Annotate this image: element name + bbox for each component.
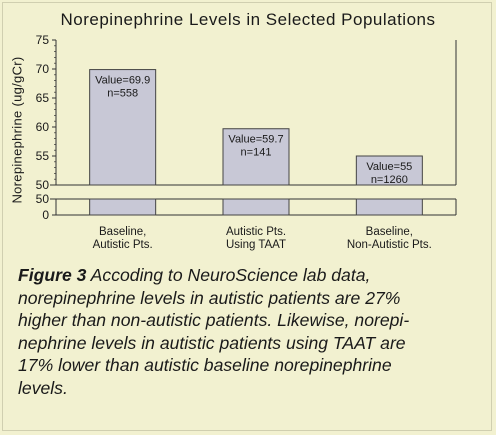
bar-lower-segment — [89, 198, 157, 216]
data-label-n: n=558 — [107, 88, 138, 100]
bar — [222, 128, 290, 186]
caption-line: higher than non-autistic patients. Likew… — [18, 310, 410, 330]
caption-line: 17% lower than autistic baseline norepin… — [18, 355, 392, 375]
y-tick-label: 65 — [36, 91, 50, 105]
x-tick-label-line: Using TAAT — [225, 239, 287, 251]
caption-line: norepinephrine levels in autistic patien… — [18, 287, 401, 308]
y-tick-label: 0 — [42, 208, 49, 222]
x-tick-label: Baseline, Autistic Pts. — [68, 226, 178, 252]
y-tick-label: 55 — [36, 149, 50, 163]
figure-caption: Figure 3 Accoding to NeuroScience lab da… — [18, 264, 488, 399]
x-tick-label: Baseline, Non-Autistic Pts. — [334, 226, 444, 252]
y-tick-label: 50 — [36, 192, 50, 206]
y-tick-label: 50 — [36, 178, 50, 192]
caption-line: Accoding to NeuroScience lab data, — [86, 265, 371, 285]
x-tick-label-line: Autistic Pts. — [92, 239, 153, 251]
chart-title: Norepinephrine Levels in Selected Popula… — [60, 10, 436, 29]
caption-line: nephrine levels in autistic patients usi… — [18, 332, 406, 353]
data-label-value: Value=55 — [366, 161, 412, 173]
y-tick-label: 60 — [36, 120, 50, 134]
x-tick-label-line: Autistic Pts. — [225, 226, 287, 238]
x-tick-label-line: Baseline, — [99, 226, 147, 238]
y-tick-label: 75 — [36, 33, 50, 47]
bar-lower-segment — [355, 198, 423, 216]
caption-line: levels. — [18, 377, 68, 398]
data-label-value: Value=69.9 — [95, 75, 150, 87]
data-label-n: n=1260 — [371, 174, 408, 186]
data-label-n: n=141 — [241, 147, 272, 159]
y-tick-label: 70 — [36, 62, 50, 76]
bar-lower-segment — [222, 198, 290, 216]
x-tick-label-line: Non-Autistic Pts. — [346, 239, 432, 251]
x-tick-label-line: Baseline, — [365, 226, 413, 238]
figure-border — [2, 2, 492, 431]
data-label-value: Value=59.7 — [228, 134, 283, 146]
chart-plot: 50 55 60 65 70 75 0 50 Value=69.9n=558 Value=59.7… — [36, 33, 457, 222]
caption-figure-label: Figure 3 — [18, 265, 87, 285]
bar — [355, 155, 423, 186]
x-tick-label: Autistic Pts. Using TAAT — [201, 226, 311, 252]
bar — [89, 69, 157, 186]
